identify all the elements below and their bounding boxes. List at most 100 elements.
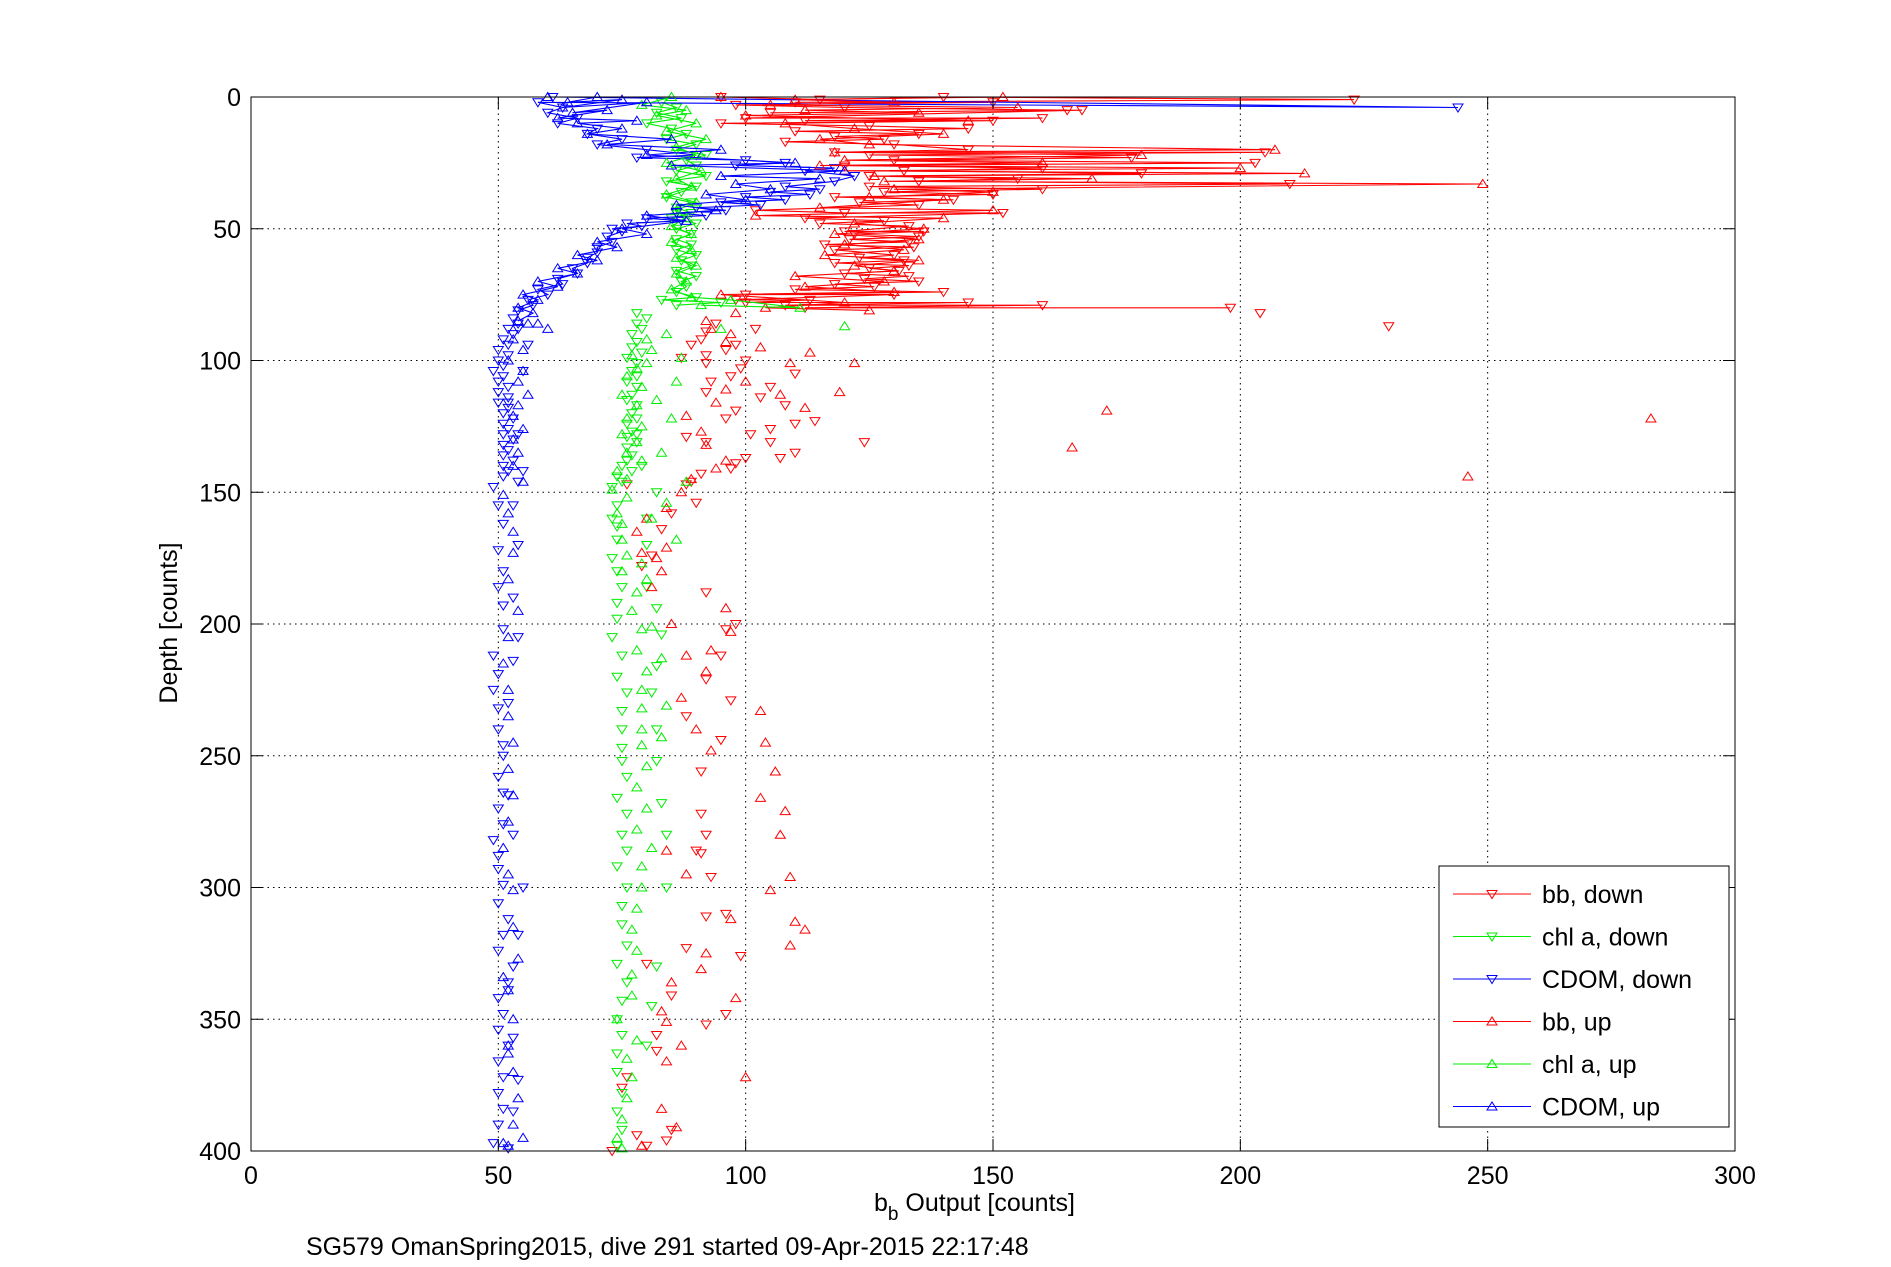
data-point: [621, 1053, 633, 1063]
series-line-bb-up: [720, 96, 1483, 311]
data-point: [606, 484, 619, 494]
data-point: [640, 573, 653, 584]
data-point: [487, 482, 500, 493]
data-point: [700, 830, 712, 841]
data-point: [621, 688, 633, 698]
data-point: [517, 289, 529, 299]
data-point: [729, 459, 742, 469]
data-point: [492, 865, 505, 875]
data-point: [497, 409, 510, 419]
data-point: [630, 781, 643, 792]
data-point: [630, 1034, 643, 1045]
data-point: [680, 215, 693, 225]
data-point: [616, 123, 628, 133]
data-point: [848, 260, 861, 270]
data-point: [888, 286, 900, 296]
y-axis-label: Depth [counts]: [155, 542, 183, 703]
data-point: [630, 436, 643, 447]
data-point: [1249, 158, 1262, 169]
data-point: [616, 830, 628, 841]
data-point: [660, 1136, 673, 1146]
data-point: [719, 455, 732, 465]
data-point: [532, 276, 544, 286]
data-point: [512, 1075, 525, 1086]
data-point: [784, 871, 797, 881]
data-point: [665, 220, 678, 231]
data-point: [492, 398, 505, 409]
data-point: [502, 763, 515, 773]
data-point: [507, 547, 520, 557]
data-point: [685, 291, 698, 302]
data-point: [492, 670, 505, 680]
data-point: [660, 1055, 673, 1066]
data-point: [863, 182, 876, 193]
data-point: [512, 315, 525, 325]
data-point: [962, 115, 975, 125]
data-point: [630, 309, 643, 319]
data-point: [1036, 301, 1049, 311]
data-point: [635, 723, 648, 734]
data-point: [1259, 148, 1271, 158]
data-point: [502, 915, 515, 925]
data-point: [680, 282, 693, 293]
data-point: [838, 227, 851, 237]
data-point: [621, 772, 633, 783]
data-point: [1135, 149, 1148, 159]
x-axis-label-rest: Output [counts]: [898, 1189, 1075, 1217]
data-point: [601, 104, 614, 115]
data-point: [700, 947, 712, 958]
data-point: [680, 104, 693, 115]
data-point: [492, 583, 505, 593]
data-point: [670, 235, 683, 245]
data-point: [621, 370, 633, 381]
data-point: [571, 117, 584, 128]
data-point: [690, 723, 703, 734]
data-point: [903, 272, 915, 282]
data-point: [492, 725, 505, 735]
data-point: [853, 198, 866, 208]
data-point: [784, 357, 797, 368]
data-point: [640, 210, 653, 220]
data-point: [640, 1141, 653, 1152]
data-point: [813, 202, 826, 212]
data-point: [789, 419, 802, 430]
data-point: [630, 153, 643, 164]
data-point: [611, 1013, 623, 1024]
data-point: [987, 186, 999, 196]
data-point: [685, 340, 698, 351]
data-point: [650, 962, 663, 972]
data-point: [502, 382, 515, 393]
data-point: [640, 333, 653, 344]
data-point: [650, 1046, 663, 1057]
data-point: [650, 552, 663, 563]
legend-label: chl a, down: [1542, 924, 1668, 952]
data-point: [996, 208, 1009, 219]
data-point: [497, 1137, 510, 1148]
data-point: [878, 276, 891, 286]
data-point: [522, 318, 534, 328]
data-point: [700, 150, 712, 161]
data-point: [937, 212, 950, 223]
data-point: [556, 280, 569, 290]
data-point: [685, 244, 698, 254]
data-point: [828, 164, 841, 174]
data-point: [729, 340, 742, 351]
data-point: [754, 393, 767, 403]
data-point: [670, 103, 683, 113]
data-point: [556, 103, 569, 113]
data-point: [912, 254, 925, 265]
legend-label: bb, down: [1542, 881, 1643, 909]
data-point: [507, 314, 520, 324]
data-point: [828, 228, 841, 239]
data-point: [616, 428, 628, 439]
data-point: [1645, 413, 1657, 423]
data-point: [695, 963, 708, 974]
data-point: [690, 182, 703, 193]
data-point: [621, 550, 633, 560]
data-point: [660, 497, 673, 507]
data-point: [670, 173, 683, 183]
data-point: [635, 739, 648, 750]
data-point: [695, 767, 708, 778]
data-point: [660, 830, 673, 841]
